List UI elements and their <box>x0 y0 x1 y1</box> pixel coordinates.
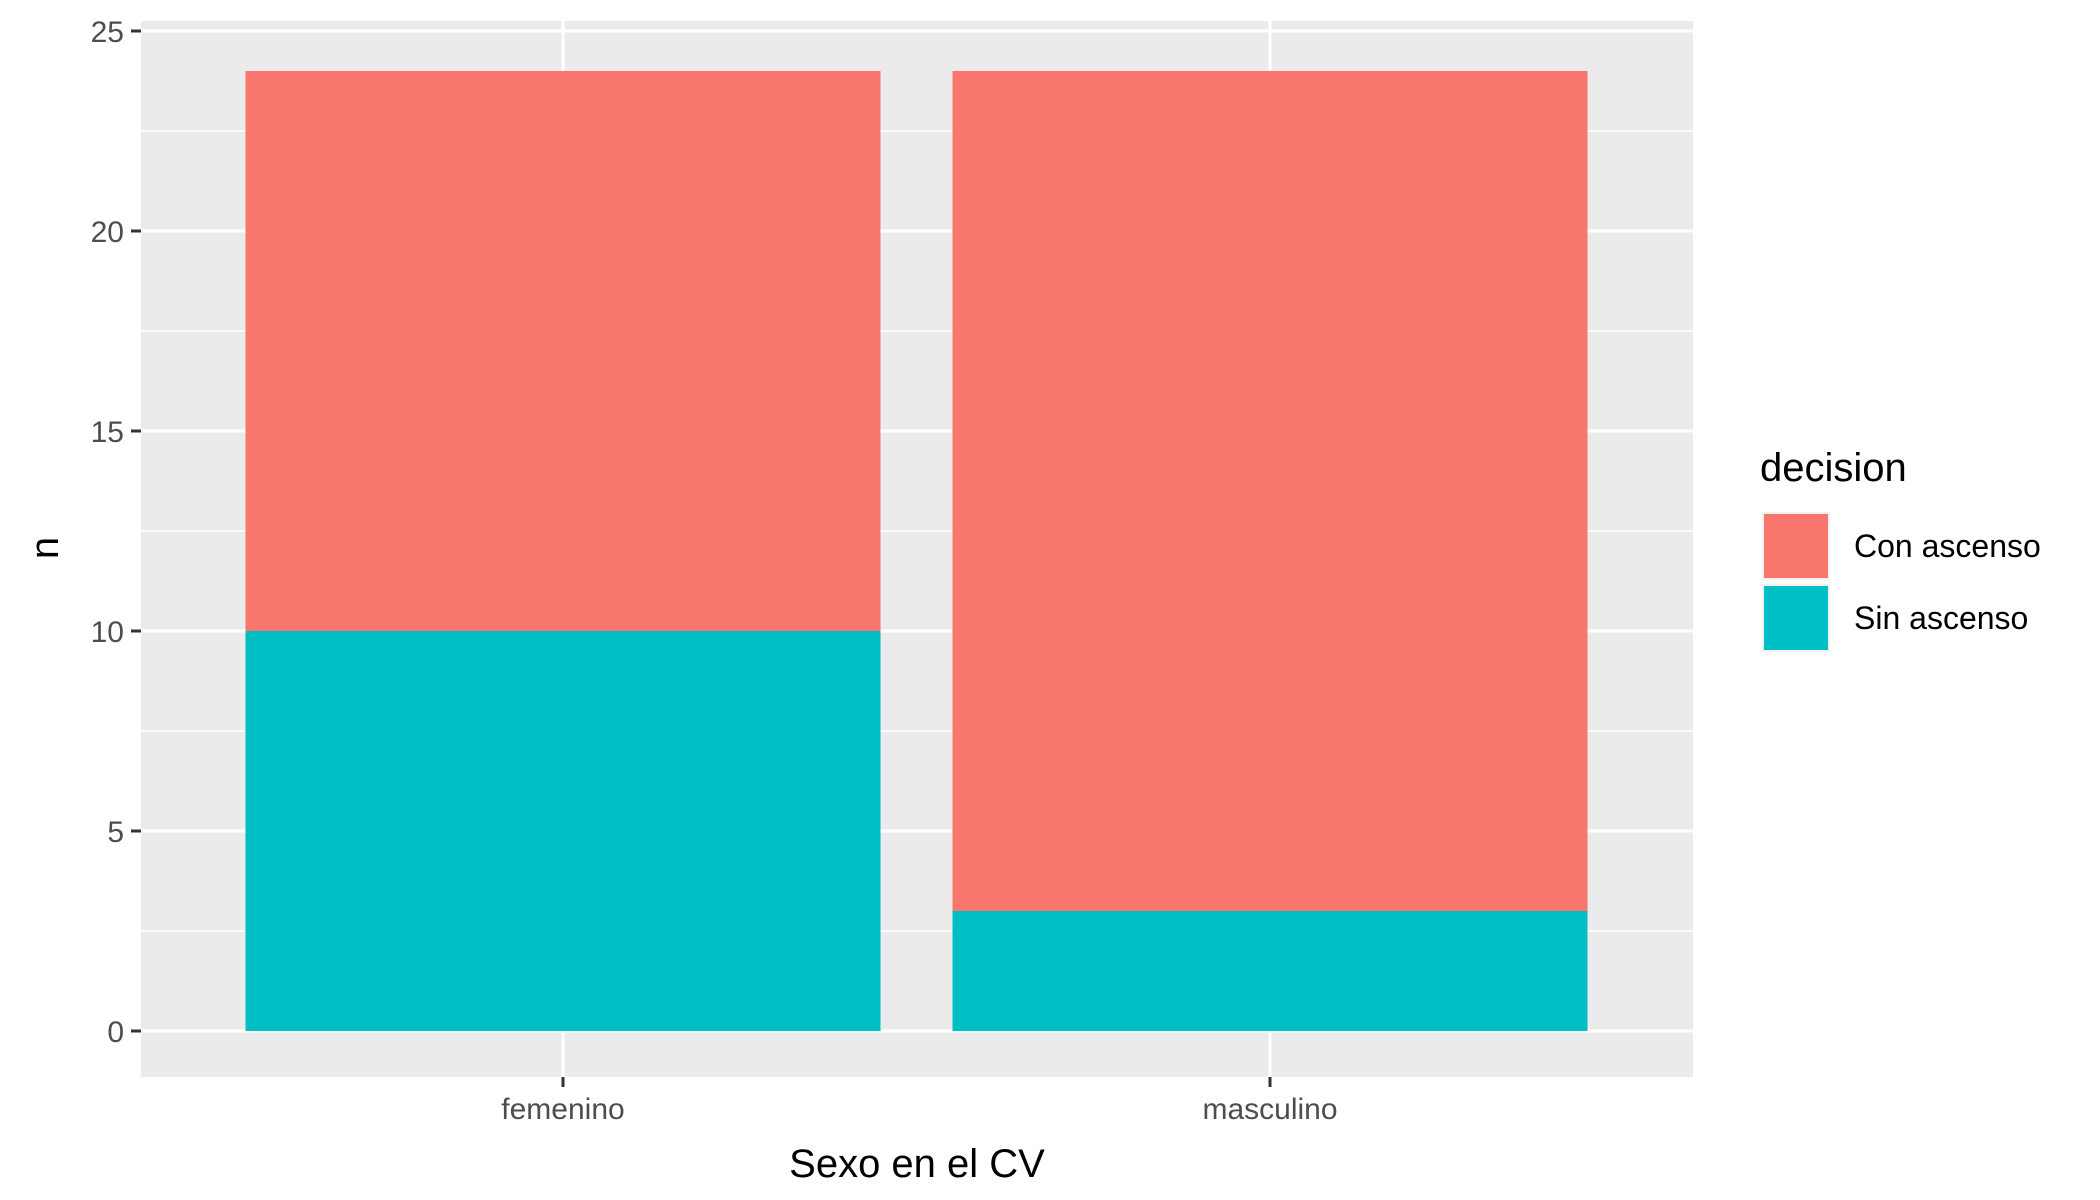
y-axis: 0 5 10 15 20 25 <box>91 16 141 1049</box>
legend: decision Con ascenso Sin ascenso <box>1760 446 2041 652</box>
x-axis-title: Sexo en el CV <box>789 1142 1045 1186</box>
legend-key-sin-ascenso <box>1764 586 1828 650</box>
x-axis: femenino masculino <box>501 1077 1338 1126</box>
bars <box>245 71 1588 1031</box>
legend-key-con-ascenso <box>1764 514 1828 578</box>
x-tick-label-masculino: masculino <box>1202 1093 1337 1126</box>
y-tick-label: 0 <box>107 1016 124 1049</box>
bar-masculino-sin-ascenso <box>952 911 1588 1031</box>
y-tick-label: 20 <box>91 216 124 249</box>
bar-femenino-con-ascenso <box>245 71 881 631</box>
y-axis-title: n <box>23 537 67 559</box>
y-tick-label: 10 <box>91 616 124 649</box>
bar-masculino-con-ascenso <box>952 71 1588 911</box>
y-tick-label: 25 <box>91 16 124 49</box>
legend-label: Sin ascenso <box>1854 600 2028 636</box>
y-tick-label: 15 <box>91 416 124 449</box>
bar-femenino-sin-ascenso <box>245 631 881 1031</box>
x-tick-label-femenino: femenino <box>501 1093 624 1126</box>
y-tick-label: 5 <box>107 816 124 849</box>
legend-title: decision <box>1760 446 1907 490</box>
legend-label: Con ascenso <box>1854 528 2041 564</box>
